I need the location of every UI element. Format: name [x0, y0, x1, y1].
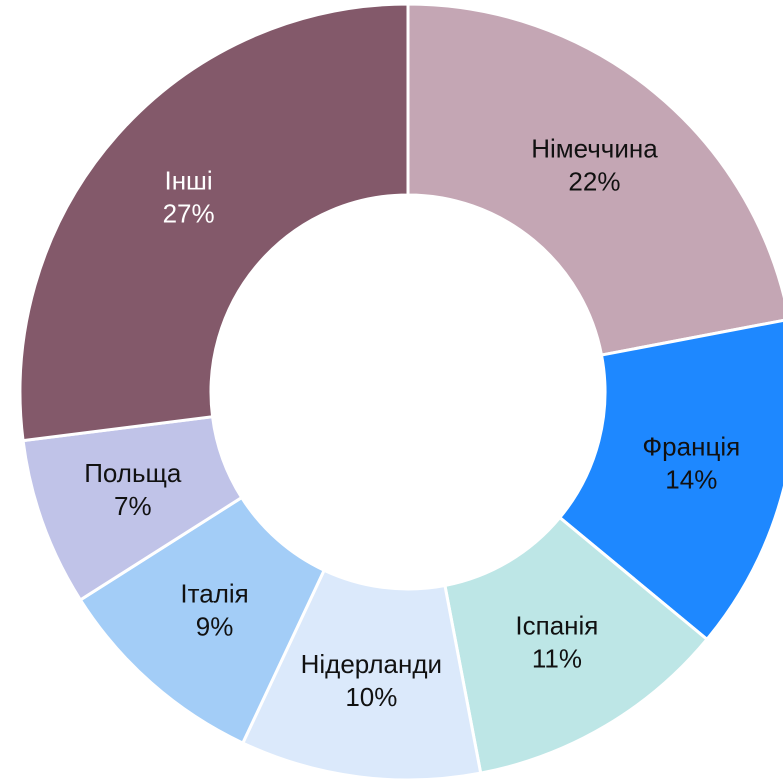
slice-value: 27% [163, 198, 215, 228]
slice-value: 14% [665, 465, 717, 495]
slice-value: 22% [568, 166, 620, 196]
slice-value: 11% [532, 644, 582, 674]
slice-label: Німеччина [531, 133, 658, 163]
slice-label: Інші [164, 165, 212, 195]
slice-value: 7% [114, 491, 152, 521]
slice-label: Іспанія [515, 611, 598, 641]
slice [557, 318, 783, 642]
slice-label: Нідерланди [301, 649, 442, 679]
slice-value: 9% [196, 611, 234, 641]
slice [406, 2, 783, 357]
slice-value: 10% [345, 682, 397, 712]
slice-label: Франція [642, 432, 740, 462]
slice-label: Італія [180, 578, 248, 608]
slice [443, 515, 710, 775]
slice [18, 2, 410, 443]
slice-label: Польща [84, 458, 182, 488]
